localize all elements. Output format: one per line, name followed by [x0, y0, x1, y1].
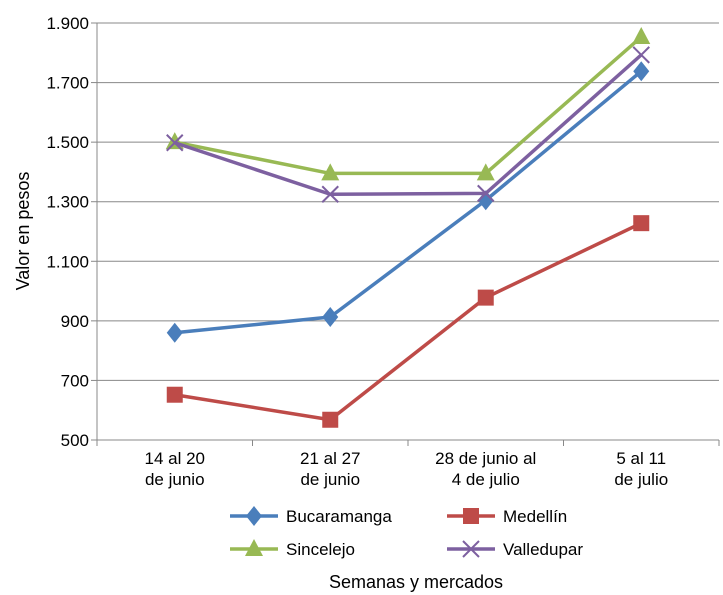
series-1: [166, 215, 650, 428]
x-tick-label: 5 al 11 de julio: [614, 449, 668, 489]
legend-label: Sincelejo: [286, 540, 355, 559]
y-tick-label: 700: [61, 371, 89, 390]
x-axis: 14 al 20 de junio 21 al 27 de junio 28 de ju…: [96, 439, 720, 489]
legend-entry: Bucaramanga: [230, 506, 392, 526]
series-line: [174, 53, 643, 197]
data-point: [322, 411, 339, 428]
data-point: [166, 322, 183, 343]
data-point: [477, 184, 495, 203]
legend-marker: [245, 539, 263, 556]
data-point: [477, 190, 494, 211]
legend-marker: [463, 508, 479, 524]
y-tick-label: 1.500: [46, 133, 89, 152]
x-tick-label: 14 al 20 de junio: [145, 449, 206, 489]
data-point: [633, 61, 650, 82]
series-line: [174, 221, 643, 422]
data-point: [166, 134, 184, 152]
y-tick-label: 500: [61, 431, 89, 450]
series-2: [165, 26, 651, 181]
legend-label: Medellín: [503, 507, 567, 526]
x-tick-label: 21 al 27 de junio: [300, 449, 361, 489]
y-axis: 500 700 900 1.100 1.300 1.500 1.700 1.900: [46, 14, 98, 450]
y-tick-label: 1.700: [46, 74, 89, 93]
data-point: [633, 215, 650, 232]
y-tick-label: 1.300: [46, 193, 89, 212]
plot-area: [165, 26, 651, 428]
data-point: [477, 289, 494, 306]
legend-marker: [246, 506, 262, 526]
data-point: [632, 46, 650, 64]
data-point: [476, 163, 495, 181]
y-tick-label: 1.100: [46, 252, 89, 271]
series-line: [174, 69, 643, 335]
legend-label: Bucaramanga: [286, 507, 392, 526]
data-point: [166, 386, 183, 403]
series-0: [166, 61, 650, 343]
legend-entry: Sincelejo: [230, 539, 355, 559]
legend-label: Valledupar: [503, 540, 583, 559]
legend: Bucaramanga Medellín Sincelejo Valledupar: [230, 506, 583, 559]
data-point: [322, 306, 339, 327]
data-point: [632, 26, 651, 44]
legend-entry: Medellín: [447, 507, 567, 526]
legend-entry: Valledupar: [447, 540, 583, 559]
y-tick-label: 1.900: [46, 14, 89, 33]
series-3: [166, 46, 650, 203]
x-axis-title: Semanas y mercados: [329, 572, 503, 592]
y-tick-label: 900: [61, 312, 89, 331]
data-point: [321, 163, 340, 181]
x-tick-label: 28 de junio al 4 de julio: [435, 449, 536, 489]
series-line: [174, 35, 643, 176]
data-point: [321, 185, 339, 203]
legend-marker: [462, 540, 480, 558]
gridlines: [97, 22, 719, 381]
y-axis-title: Valor en pesos: [13, 172, 33, 291]
